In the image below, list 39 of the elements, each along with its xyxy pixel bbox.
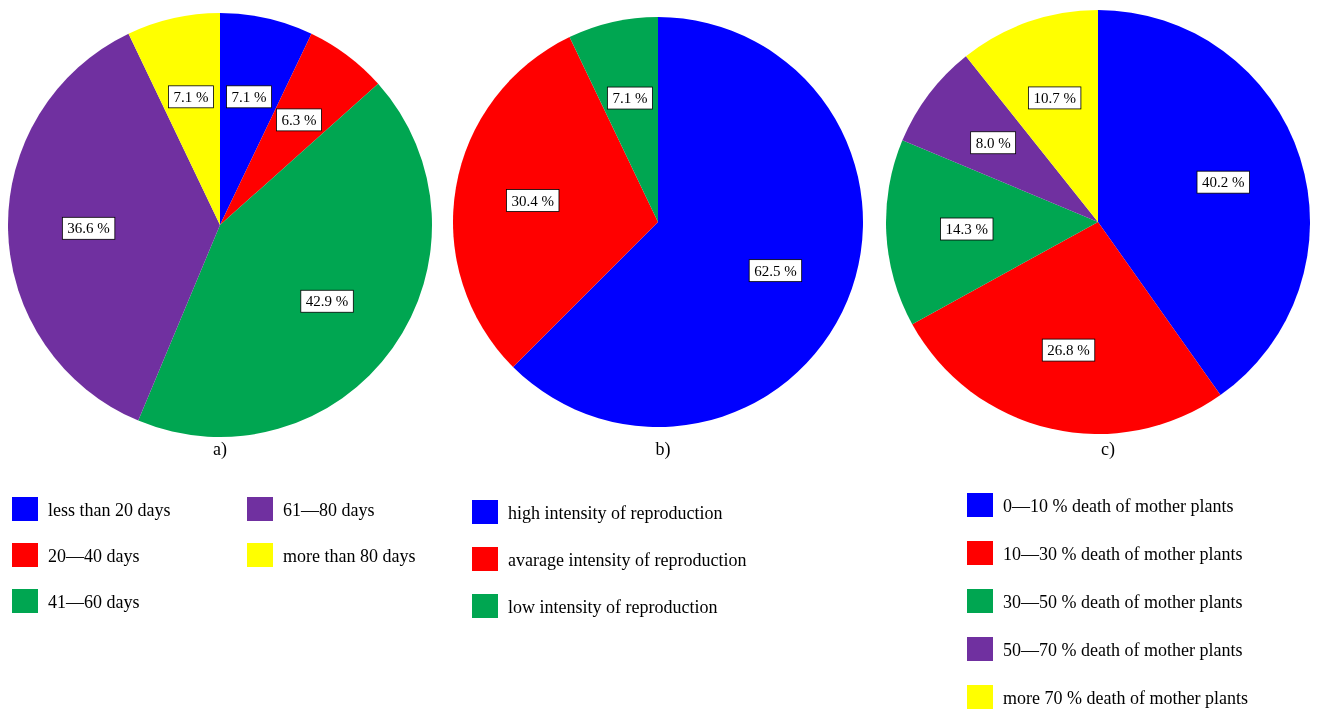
data-label: 10.7 % <box>1033 89 1076 106</box>
pie-slice <box>902 56 1098 222</box>
legend-label: high intensity of reproduction <box>508 503 723 523</box>
data-label: 6.3 % <box>281 111 317 128</box>
legend-label: 10—30 % death of mother plants <box>1003 544 1243 564</box>
pie-slice <box>8 33 220 421</box>
data-label: 8.0 % <box>975 134 1011 151</box>
legend-label: more than 80 days <box>283 546 416 566</box>
data-label: 7.1 % <box>612 90 648 107</box>
text: c) <box>1101 439 1115 460</box>
data-label: 14.3 % <box>945 221 988 238</box>
legend-label: 61—80 days <box>283 500 375 520</box>
pie-slice <box>513 17 863 427</box>
data-label: 40.2 % <box>1202 174 1245 191</box>
legend-label: avarage intensity of reproduction <box>508 550 747 570</box>
legend-label: less than 20 days <box>48 500 171 520</box>
text: b) <box>655 439 671 460</box>
data-label: 7.1 % <box>231 88 267 105</box>
data-label: 36.6 % <box>67 220 110 237</box>
data-label: 26.8 % <box>1047 342 1090 359</box>
data-label: 7.1 % <box>173 88 209 105</box>
data-label: 30.4 % <box>511 192 554 209</box>
data-label: 62.5 % <box>754 262 797 279</box>
legend-label: 0—10 % death of mother plants <box>1003 496 1234 516</box>
pie-slice <box>128 13 220 225</box>
text: a) <box>213 439 227 460</box>
legend-label: low intensity of reproduction <box>508 597 718 617</box>
legend-label: more 70 % death of mother plants <box>1003 688 1248 708</box>
pie-slice <box>453 37 658 367</box>
legend-label: 30—50 % death of mother plants <box>1003 592 1243 612</box>
data-label: 42.9 % <box>305 293 349 310</box>
pie-slice <box>912 222 1221 434</box>
pie-slice <box>965 10 1098 222</box>
pie-slice <box>138 83 432 437</box>
pie-slice <box>886 140 1098 325</box>
legend-label: 50—70 % death of mother plants <box>1003 640 1243 660</box>
pie-slice <box>1098 10 1310 396</box>
legend-label: 41—60 days <box>48 592 140 612</box>
legend-label: 20—40 days <box>48 546 140 566</box>
